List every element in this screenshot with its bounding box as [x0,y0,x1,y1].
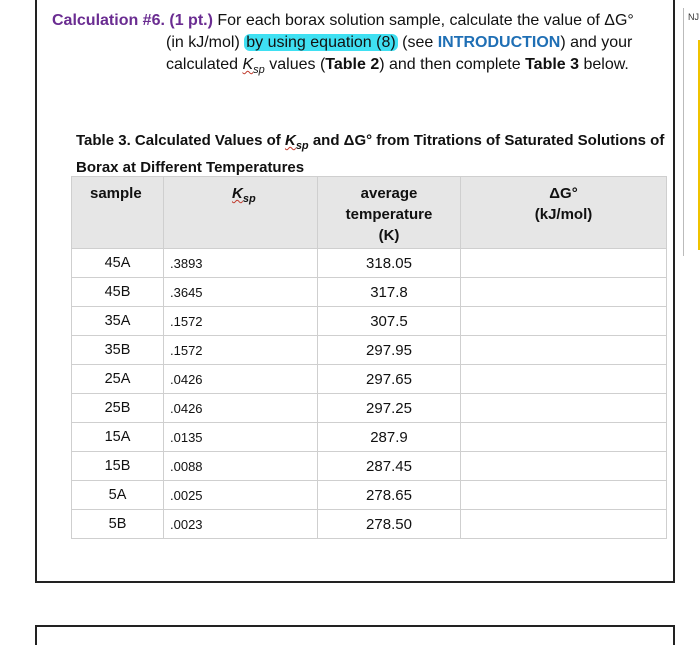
cell-sample: 15B [71,451,164,481]
table-caption: Table 3. Calculated Values of Ksp and ΔG… [76,132,665,176]
cell-temperature: 307.5 [317,306,461,336]
side-accent-bar [698,40,700,250]
cell-delta-g[interactable] [460,277,667,307]
cell-delta-g[interactable] [460,422,667,452]
table-row: 25A .0426 297.65 [71,364,667,394]
table-row: 45B .3645 317.8 [71,277,667,307]
header-sample: sample [71,176,164,249]
cell-sample: 45A [71,248,164,278]
cell-delta-g[interactable] [460,480,667,510]
cell-delta-g[interactable] [460,306,667,336]
table-row: 15B .0088 287.45 [71,451,667,481]
cell-ksp: .1572 [163,306,318,336]
table-row: 35B .1572 297.95 [71,335,667,365]
ksp-symbol: Ksp [242,56,265,77]
cell-temperature: 317.8 [317,277,461,307]
cell-ksp: .0025 [163,480,318,510]
cell-sample: 25A [71,364,164,394]
highlighted-text: by using equation (8) [244,34,398,51]
next-question-frame [35,625,675,645]
table-row: 45A .3893 318.05 [71,248,667,278]
caption-ksp-symbol: Ksp [284,132,309,152]
introduction-link[interactable]: INTRODUCTION [437,34,561,51]
cell-sample: 5A [71,480,164,510]
cell-temperature: 278.65 [317,480,461,510]
cell-sample: 15A [71,422,164,452]
table-body: 45A .3893 318.05 45B .3645 317.8 35A .1572 307.5… [71,248,667,539]
table-row: 5A .0025 278.65 [71,480,667,510]
table-row: 35A .1572 307.5 [71,306,667,336]
cell-ksp: .1572 [163,335,318,365]
table3-ref: Table 3 [525,56,580,73]
cell-sample: 5B [71,509,164,539]
calculation-instruction-line2: (in kJ/mol) by using equation (8) (see I… [166,34,633,51]
cell-temperature: 278.50 [317,509,461,539]
table-row: 5B .0023 278.50 [71,509,667,539]
question-frame [35,0,675,583]
cell-sample: 25B [71,393,164,423]
table2-ref: Table 2 [325,56,380,73]
calculation-heading: Calculation #6. (1 pt.) For each borax s… [52,10,672,32]
calculation-instruction-line3: calculated Ksp values (Table 2) and then… [166,56,629,77]
calculation-instruction-line1: For each borax solution sample, calculat… [217,12,634,29]
cell-ksp: .0426 [163,393,318,423]
cell-delta-g[interactable] [460,451,667,481]
cell-delta-g[interactable] [460,393,667,423]
cell-ksp: .3645 [163,277,318,307]
cell-temperature: 297.95 [317,335,461,365]
cell-ksp: .0426 [163,364,318,394]
cell-ksp: .3893 [163,248,318,278]
side-panel-edge: NJ [683,8,700,256]
cell-sample: 35B [71,335,164,365]
table-row: 25B .0426 297.25 [71,393,667,423]
side-tag-text: NJ [688,12,699,22]
cell-delta-g[interactable] [460,248,667,278]
cell-ksp: .0135 [163,422,318,452]
cell-ksp: .0088 [163,451,318,481]
table-header-row: sample Ksp average temperature (K) ΔG° (… [71,176,667,249]
cell-sample: 35A [71,306,164,336]
header-delta-g: ΔG° (kJ/mol) [460,176,667,249]
cell-temperature: 297.65 [317,364,461,394]
cell-sample: 45B [71,277,164,307]
cell-temperature: 297.25 [317,393,461,423]
header-ksp: Ksp [163,176,318,249]
cell-delta-g[interactable] [460,335,667,365]
cell-ksp: .0023 [163,509,318,539]
results-table: sample Ksp average temperature (K) ΔG° (… [71,176,667,539]
cell-temperature: 287.45 [317,451,461,481]
table-row: 15A .0135 287.9 [71,422,667,452]
cell-temperature: 318.05 [317,248,461,278]
header-temperature: average temperature (K) [317,176,461,249]
calculation-title: Calculation #6. (1 pt.) [52,12,213,29]
cell-delta-g[interactable] [460,509,667,539]
cell-delta-g[interactable] [460,364,667,394]
cell-temperature: 287.9 [317,422,461,452]
